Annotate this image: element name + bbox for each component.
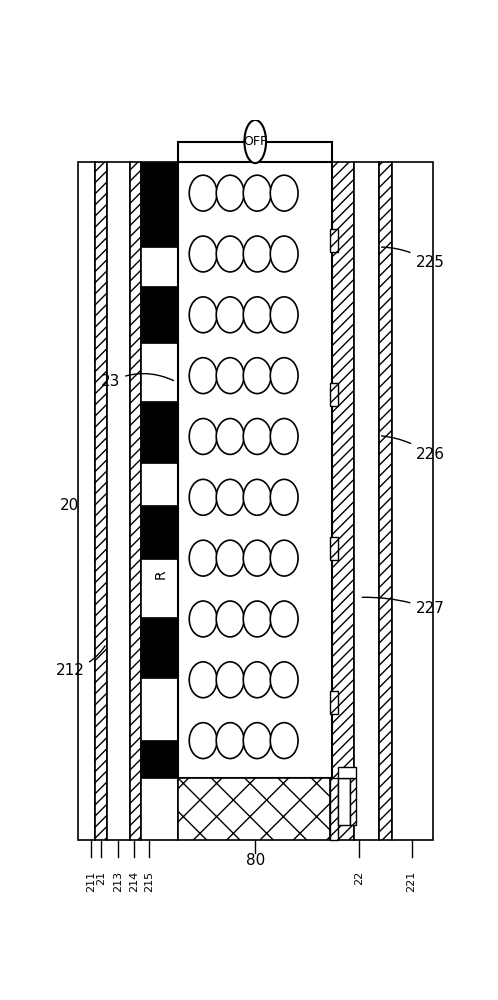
Ellipse shape (243, 601, 271, 637)
Ellipse shape (216, 540, 244, 576)
Ellipse shape (243, 175, 271, 211)
Bar (178, 778, 331, 840)
Ellipse shape (243, 419, 271, 454)
Ellipse shape (216, 479, 244, 515)
Ellipse shape (216, 662, 244, 698)
Text: 227: 227 (362, 597, 444, 616)
Ellipse shape (189, 479, 217, 515)
Bar (350, 778, 356, 825)
Ellipse shape (216, 358, 244, 394)
Bar (95, 162, 107, 840)
Bar (392, 162, 433, 840)
Bar (379, 162, 392, 840)
Text: 21: 21 (96, 871, 106, 885)
Circle shape (245, 120, 266, 163)
Text: 215: 215 (144, 871, 154, 892)
Ellipse shape (216, 601, 244, 637)
Bar (130, 162, 141, 840)
Ellipse shape (243, 662, 271, 698)
Ellipse shape (270, 601, 298, 637)
Ellipse shape (189, 419, 217, 454)
Text: OFF: OFF (243, 135, 267, 148)
Ellipse shape (270, 540, 298, 576)
Bar (331, 691, 338, 714)
Text: 226: 226 (381, 436, 444, 462)
Ellipse shape (216, 723, 244, 759)
Ellipse shape (189, 723, 217, 759)
Text: 212: 212 (56, 646, 105, 678)
Text: G: G (154, 407, 168, 418)
Ellipse shape (216, 236, 244, 272)
Bar (141, 740, 178, 778)
Ellipse shape (243, 297, 271, 333)
Bar (141, 401, 178, 463)
Text: 211: 211 (86, 871, 96, 892)
Ellipse shape (243, 723, 271, 759)
Ellipse shape (189, 601, 217, 637)
Ellipse shape (270, 236, 298, 272)
Ellipse shape (270, 662, 298, 698)
Text: B: B (154, 235, 168, 244)
Text: 22: 22 (355, 871, 365, 885)
Bar (107, 162, 130, 840)
Ellipse shape (270, 419, 298, 454)
Text: 221: 221 (406, 871, 416, 892)
Ellipse shape (243, 540, 271, 576)
Bar (141, 162, 178, 840)
Ellipse shape (270, 479, 298, 515)
Text: 214: 214 (128, 871, 138, 892)
Ellipse shape (189, 662, 217, 698)
Text: 20: 20 (60, 497, 80, 512)
Bar (141, 505, 178, 559)
Text: 213: 213 (113, 871, 123, 892)
Ellipse shape (189, 540, 217, 576)
Ellipse shape (270, 297, 298, 333)
Ellipse shape (216, 297, 244, 333)
Bar (331, 778, 338, 840)
Bar (338, 767, 356, 778)
Text: 225: 225 (381, 247, 444, 270)
Text: 80: 80 (246, 853, 265, 868)
Ellipse shape (270, 358, 298, 394)
Bar (331, 383, 338, 406)
Bar (338, 778, 350, 825)
Ellipse shape (270, 175, 298, 211)
Bar (78, 162, 95, 840)
Ellipse shape (243, 236, 271, 272)
Bar (141, 617, 178, 678)
Ellipse shape (189, 175, 217, 211)
Ellipse shape (270, 723, 298, 759)
Bar (333, 162, 354, 840)
Ellipse shape (243, 358, 271, 394)
Text: R: R (154, 569, 168, 579)
Bar (331, 229, 338, 252)
Ellipse shape (243, 479, 271, 515)
Text: 23: 23 (101, 374, 174, 389)
Bar (354, 162, 379, 840)
Ellipse shape (189, 297, 217, 333)
Ellipse shape (189, 236, 217, 272)
Ellipse shape (189, 358, 217, 394)
Ellipse shape (216, 175, 244, 211)
Bar (141, 162, 178, 247)
Ellipse shape (216, 419, 244, 454)
Bar (331, 537, 338, 560)
Bar (178, 162, 333, 778)
Bar (141, 286, 178, 343)
